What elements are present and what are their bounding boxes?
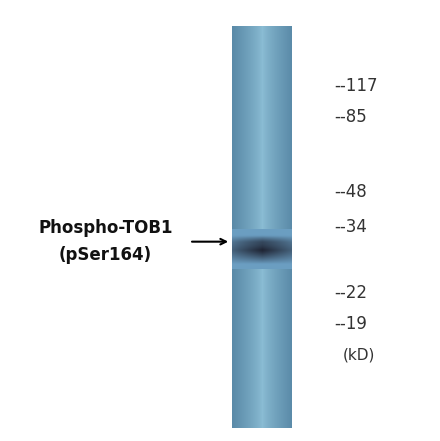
Text: --22: --22	[334, 284, 367, 302]
Text: --34: --34	[334, 218, 367, 236]
Text: --48: --48	[334, 183, 367, 201]
Text: --19: --19	[334, 315, 367, 333]
Text: (kD): (kD)	[342, 348, 375, 363]
Text: --85: --85	[334, 108, 367, 126]
Text: Phospho-TOB1: Phospho-TOB1	[38, 220, 173, 237]
Text: --117: --117	[334, 77, 378, 95]
Text: (pSer164): (pSer164)	[59, 246, 152, 264]
